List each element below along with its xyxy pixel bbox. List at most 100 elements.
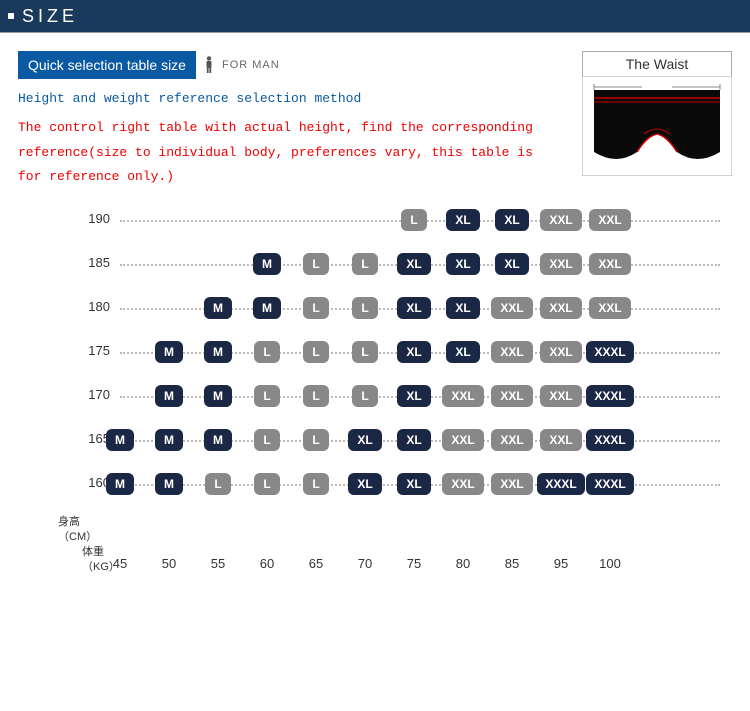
quick-selection-badge: Quick selection table size [18,51,196,79]
quick-row: Quick selection table size FOR MAN [18,51,562,79]
height-label: 170 [76,387,110,402]
size-pill-xxl: XXL [540,341,582,363]
waist-label: The Waist [582,51,732,76]
size-pill-xl: XL [446,341,480,363]
size-pill-l: L [352,297,378,319]
intro-section: Quick selection table size FOR MAN Heigh… [0,51,750,190]
for-man-label: FOR MAN [222,59,280,71]
size-pill-l: L [352,385,378,407]
size-pill-m: M [253,253,281,275]
size-pill-m: M [155,385,183,407]
height-label: 165 [76,431,110,446]
size-pill-l: L [303,429,329,451]
size-pill-l: L [303,473,329,495]
size-pill-xl: XL [397,253,431,275]
size-pill-xxxl: XXXL [537,473,585,495]
size-pill-l: L [254,473,280,495]
size-pill-m: M [253,297,281,319]
height-label: 185 [76,255,110,270]
size-pill-xxl: XXL [589,209,631,231]
size-pill-xxl: XXL [491,385,533,407]
size-pill-m: M [204,385,232,407]
size-pill-l: L [254,341,280,363]
size-pill-xl: XL [495,209,529,231]
method-line: Height and weight reference selection me… [18,91,562,106]
x-axis: 45505560657075808595100 [120,556,720,580]
y-axis-caption: 身高 （CM） [58,515,97,544]
size-pill-l: L [205,473,231,495]
weight-label: 95 [554,556,568,571]
size-pill-xxl: XXL [491,297,533,319]
weight-label: 55 [211,556,225,571]
weight-label: 100 [599,556,621,571]
size-pill-xxl: XXL [540,209,582,231]
waist-diagram: The Waist [582,51,732,190]
size-pill-xxl: XXL [442,385,484,407]
height-label: 190 [76,211,110,226]
size-pill-l: L [352,253,378,275]
height-label: 175 [76,343,110,358]
weight-label: 85 [505,556,519,571]
size-pill-xl: XL [348,429,382,451]
size-pill-xl: XL [446,209,480,231]
size-pill-l: L [303,297,329,319]
size-pill-m: M [155,429,183,451]
weight-label: 65 [309,556,323,571]
size-pill-xxl: XXL [491,429,533,451]
header-underline [0,32,750,33]
size-pill-xl: XL [397,473,431,495]
size-pill-xl: XL [397,341,431,363]
size-pill-m: M [106,429,134,451]
size-pill-xxxl: XXXL [586,341,634,363]
size-pill-xl: XL [446,253,480,275]
underwear-icon [582,76,732,176]
size-pill-m: M [204,297,232,319]
size-pill-xxl: XXL [491,341,533,363]
size-pill-m: M [106,473,134,495]
height-label: 160 [76,475,110,490]
weight-label: 75 [407,556,421,571]
size-pill-xxl: XXL [540,385,582,407]
size-pill-xxl: XXL [540,429,582,451]
size-pill-xxl: XXL [442,473,484,495]
header-title: SIZE [22,6,78,27]
chart-grid: 190185180175170165160LXLXLXXLXXLMLLXLXLX… [120,220,720,550]
size-pill-l: L [303,341,329,363]
size-pill-l: L [352,341,378,363]
y-caption-1: 身高 [58,516,80,528]
size-pill-xl: XL [495,253,529,275]
size-pill-xxl: XXL [589,297,631,319]
size-pill-m: M [155,473,183,495]
size-pill-xxxl: XXXL [586,385,634,407]
size-pill-l: L [303,253,329,275]
weight-label: 50 [162,556,176,571]
size-pill-m: M [204,429,232,451]
x-caption-1: 体重 [82,546,104,558]
size-pill-xxl: XXL [589,253,631,275]
weight-label: 80 [456,556,470,571]
size-pill-l: L [401,209,427,231]
size-pill-xxxl: XXXL [586,429,634,451]
size-pill-l: L [254,385,280,407]
size-pill-xxl: XXL [442,429,484,451]
size-pill-m: M [155,341,183,363]
y-caption-2: （CM） [58,531,97,543]
header-bullet-icon [8,13,14,19]
size-pill-l: L [303,385,329,407]
size-pill-xxl: XXL [491,473,533,495]
size-pill-xl: XL [397,297,431,319]
size-header: SIZE [0,0,750,32]
intro-text-column: Quick selection table size FOR MAN Heigh… [18,51,562,190]
weight-label: 45 [113,556,127,571]
weight-label: 70 [358,556,372,571]
size-chart: 190185180175170165160LXLXLXXLXXLMLLXLXLX… [0,190,750,600]
size-pill-xl: XL [397,385,431,407]
size-pill-xl: XL [397,429,431,451]
reference-note: The control right table with actual heig… [18,116,562,190]
size-pill-xxl: XXL [540,297,582,319]
size-pill-xl: XL [348,473,382,495]
size-pill-xl: XL [446,297,480,319]
size-pill-xxl: XXL [540,253,582,275]
size-pill-xxxl: XXXL [586,473,634,495]
man-icon [204,56,214,74]
